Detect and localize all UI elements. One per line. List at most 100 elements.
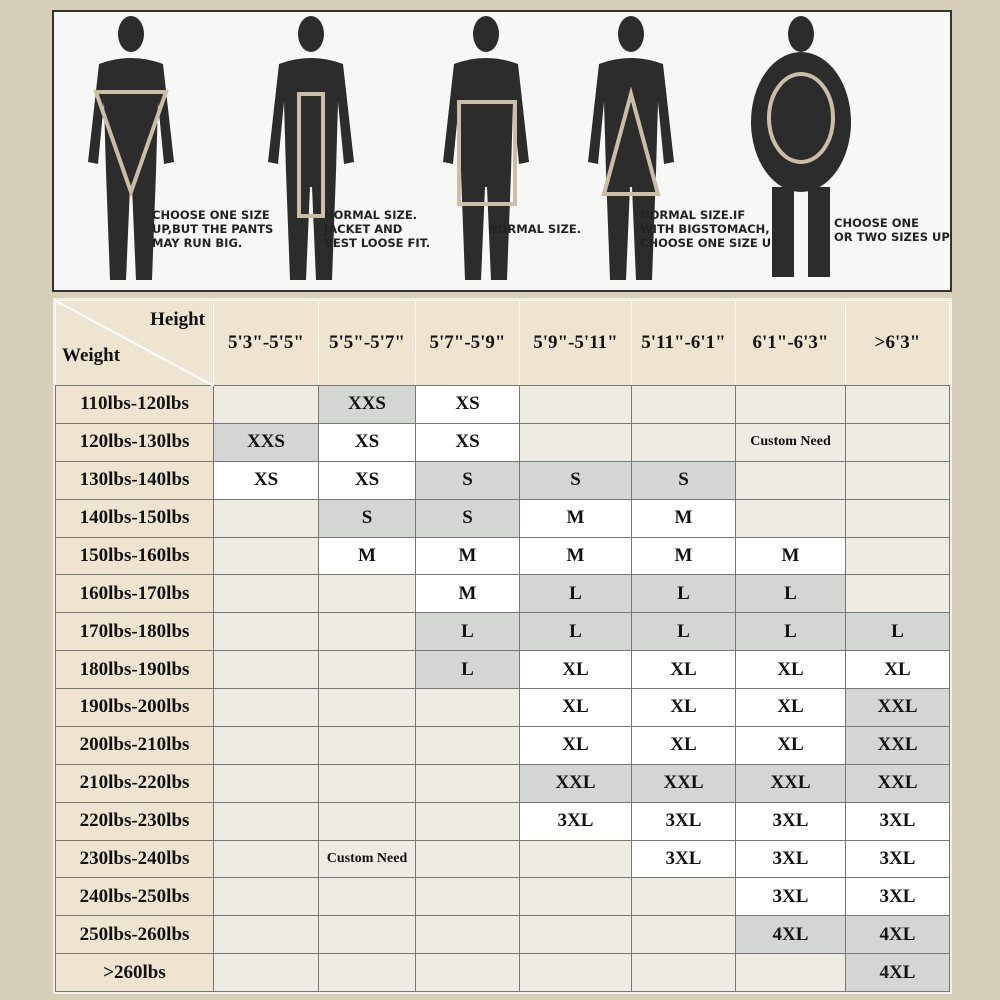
size-cell: 3XL [519, 801, 632, 841]
size-cell: L [735, 574, 846, 614]
body-silhouette-triangle [574, 12, 689, 295]
size-cell: XS [318, 460, 416, 500]
weight-label: 110lbs-120lbs [55, 385, 214, 424]
size-cell: Custom Need [318, 839, 416, 879]
empty-cell [519, 839, 632, 879]
height-header: >6'3" [845, 300, 950, 386]
size-cell: S [519, 460, 632, 500]
table-row: 150lbs-160lbs M M M M M [55, 536, 950, 576]
empty-cell [845, 422, 950, 462]
empty-cell [213, 498, 319, 538]
body-silhouette-rectangle [254, 12, 369, 295]
size-cell: XXL [845, 688, 950, 727]
size-cell: M [415, 574, 520, 614]
size-cell: M [631, 498, 736, 538]
size-cell: XL [735, 688, 846, 727]
size-cell: 3XL [735, 839, 846, 879]
height-header: 5'11"-6'1" [631, 300, 736, 386]
figure-caption: CHOOSE ONE SIZE UP,BUT THE PANTS MAY RUN… [152, 208, 274, 250]
size-cell: XXL [519, 763, 632, 803]
weight-label: 170lbs-180lbs [55, 612, 214, 652]
size-cell: XL [519, 725, 632, 765]
empty-cell [735, 953, 846, 992]
empty-cell [213, 915, 319, 955]
size-cell: XL [519, 688, 632, 727]
size-cell: 4XL [845, 953, 950, 992]
empty-cell [318, 725, 416, 765]
size-cell: XXL [845, 763, 950, 803]
size-cell: M [519, 536, 632, 576]
empty-cell [415, 725, 520, 765]
empty-cell [415, 839, 520, 879]
size-cell: XXS [213, 422, 319, 462]
size-cell: XL [631, 725, 736, 765]
weight-label: 230lbs-240lbs [55, 839, 214, 879]
empty-cell [631, 877, 736, 917]
size-cell: M [735, 536, 846, 576]
empty-cell [213, 763, 319, 803]
empty-cell [213, 839, 319, 879]
figure-caption: NORMAL SIZE. JACKET AND VEST LOOSE FIT. [324, 208, 431, 250]
size-cell: L [415, 650, 520, 689]
empty-cell [845, 574, 950, 614]
size-cell: L [415, 612, 520, 652]
weight-axis-label: Weight [62, 345, 121, 366]
empty-cell [631, 422, 736, 462]
empty-cell [415, 953, 520, 992]
empty-cell [519, 953, 632, 992]
empty-cell [213, 574, 319, 614]
size-cell: XXL [631, 763, 736, 803]
empty-cell [415, 877, 520, 917]
table-row: 180lbs-190lbs L XL XL XL XL [55, 650, 950, 689]
empty-cell [845, 498, 950, 538]
size-cell: 3XL [735, 877, 846, 917]
empty-cell [735, 498, 846, 538]
weight-label: 190lbs-200lbs [55, 688, 214, 727]
size-cell: XS [318, 422, 416, 462]
empty-cell [415, 763, 520, 803]
empty-cell [845, 460, 950, 500]
size-cell: XL [631, 688, 736, 727]
size-cell: XL [631, 650, 736, 689]
weight-label: 240lbs-250lbs [55, 877, 214, 917]
body-silhouette-square [429, 12, 544, 295]
size-cell: S [631, 460, 736, 500]
table-row: 240lbs-250lbs 3XL 3XL [55, 877, 950, 917]
size-chart-table: Height Weight 5'3"-5'5" 5'5"-5'7" 5'7"-5'9… [53, 298, 952, 994]
weight-label: 130lbs-140lbs [55, 460, 214, 500]
empty-cell [213, 725, 319, 765]
body-shape-panel: CHOOSE ONE SIZE UP,BUT THE PANTS MAY RUN… [52, 10, 952, 292]
empty-cell [415, 915, 520, 955]
body-silhouette-oval [744, 12, 859, 295]
size-cell: 4XL [845, 915, 950, 955]
table-row: 220lbs-230lbs 3XL 3XL 3XL 3XL [55, 801, 950, 841]
figure-caption: NORMAL SIZE. [488, 222, 582, 236]
height-header: 5'9"-5'11" [519, 300, 632, 386]
table-row: 190lbs-200lbs XL XL XL XXL [55, 688, 950, 727]
size-cell: S [415, 498, 520, 538]
size-cell: XL [735, 725, 846, 765]
empty-cell [631, 385, 736, 424]
size-cell: XXS [318, 385, 416, 424]
size-cell: XL [519, 650, 632, 689]
empty-cell [213, 877, 319, 917]
table-row: 170lbs-180lbs L L L L L [55, 612, 950, 652]
size-cell: XS [213, 460, 319, 500]
size-cell: XS [415, 385, 520, 424]
weight-label: 120lbs-130lbs [55, 422, 214, 462]
weight-label: 220lbs-230lbs [55, 801, 214, 841]
figure-caption: CHOOSE ONE OR TWO SIZES UP [834, 216, 950, 244]
table-row: 200lbs-210lbs XL XL XL XXL [55, 725, 950, 765]
size-cell: XXL [845, 725, 950, 765]
height-header: 5'7"-5'9" [415, 300, 520, 386]
size-cell: L [735, 612, 846, 652]
table-row: 210lbs-220lbs XXL XXL XXL XXL [55, 763, 950, 803]
empty-cell [519, 422, 632, 462]
empty-cell [318, 953, 416, 992]
empty-cell [213, 536, 319, 576]
size-cell: L [519, 574, 632, 614]
size-cell: 3XL [631, 839, 736, 879]
empty-cell [631, 953, 736, 992]
size-cell: XL [845, 650, 950, 689]
empty-cell [318, 801, 416, 841]
